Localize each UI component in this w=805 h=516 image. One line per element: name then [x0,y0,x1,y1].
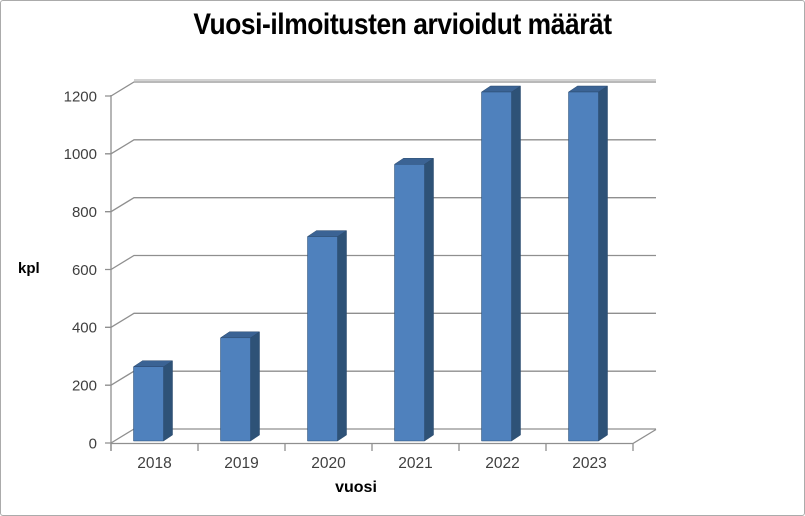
x-tick-label-2022: 2022 [485,455,519,472]
bar-side-face [250,331,260,442]
y-tick-label-200: 200 [72,377,97,394]
y-tick-label-600: 600 [72,262,97,279]
bar-front-face [394,164,425,442]
bar-front-face [307,236,338,442]
x-tick-label-2019: 2019 [224,455,258,472]
bar-side-face [163,360,173,442]
bar-2021 [393,157,435,442]
bar-2023 [567,85,609,442]
bar-2022 [480,85,522,442]
bar-side-face [598,85,608,442]
bar-2019 [219,331,261,442]
y-tick-label-400: 400 [72,320,97,337]
x-tick-label-2021: 2021 [398,455,432,472]
bar-side-face [337,230,347,442]
x-tick-label-2023: 2023 [572,455,606,472]
bar-front-face [481,91,512,442]
bar-front-face [220,337,251,442]
y-axis-title: kpl [18,260,40,277]
gridline-1000 [105,139,656,155]
bar-front-face [133,366,164,442]
bar-2020 [306,230,348,442]
gridline-1200 [105,81,656,97]
chart-title: Vuosi-ilmoitusten arvioidut määrät [193,8,612,41]
bar-side-face [511,85,521,442]
y-tick-label-1200: 1200 [64,88,97,105]
y-tick-label-800: 800 [72,204,97,221]
bar-side-face [424,157,434,442]
x-axis-title: vuosi [335,479,377,496]
bar-front-face [568,91,599,442]
y-tick-label-1000: 1000 [64,146,97,163]
y-tick-label-0: 0 [89,435,97,452]
x-tick-label-2020: 2020 [311,455,346,472]
x-tick-label-2018: 2018 [137,455,171,472]
floor-right-edge [632,428,657,445]
bar-2018 [132,360,174,442]
